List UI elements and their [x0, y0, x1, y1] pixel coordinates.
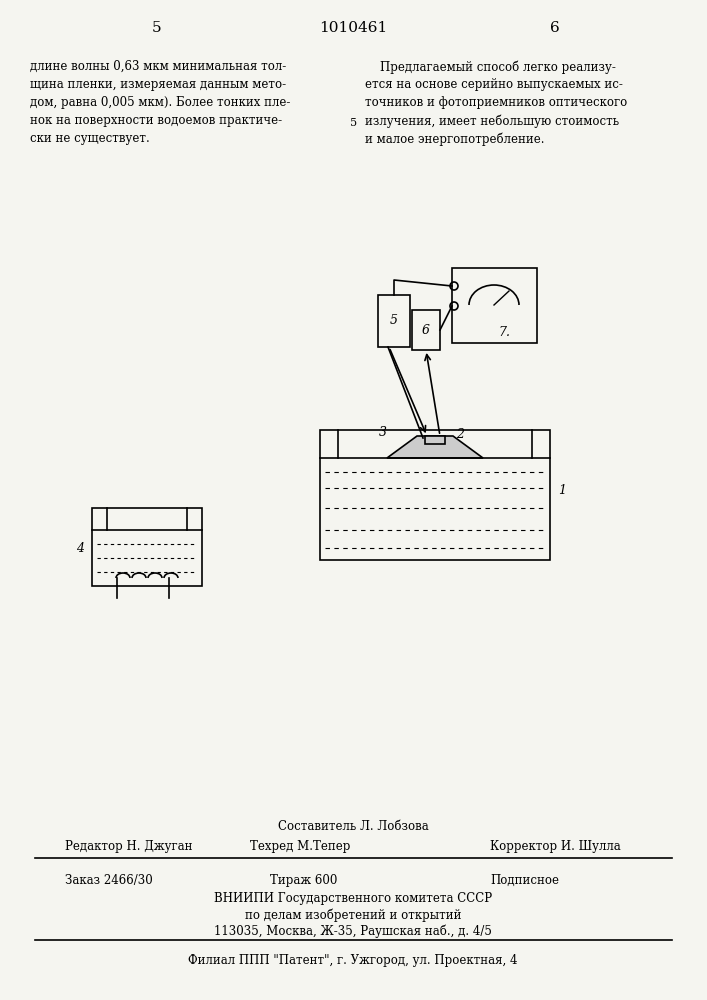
- Text: дом, равна 0,005 мкм). Более тонких пле-: дом, равна 0,005 мкм). Более тонких пле-: [30, 96, 291, 109]
- Text: 6: 6: [422, 324, 430, 336]
- Text: 2: 2: [456, 428, 464, 440]
- Bar: [92, 508, 202, 586]
- Text: точников и фотоприемников оптического: точников и фотоприемников оптического: [365, 96, 627, 109]
- Text: Корректор И. Шулла: Корректор И. Шулла: [490, 840, 621, 853]
- Text: по делам изобретений и открытий: по делам изобретений и открытий: [245, 908, 461, 922]
- Text: и малое энергопотребление.: и малое энергопотребление.: [365, 132, 544, 145]
- Text: нок на поверхности водоемов практиче-: нок на поверхности водоемов практиче-: [30, 114, 282, 127]
- Text: Предлагаемый способ легко реализу-: Предлагаемый способ легко реализу-: [365, 60, 616, 74]
- Text: 113035, Москва, Ж-35, Раушская наб., д. 4/5: 113035, Москва, Ж-35, Раушская наб., д. …: [214, 924, 492, 938]
- Text: 5: 5: [390, 314, 398, 328]
- Bar: [412, 310, 440, 350]
- Bar: [425, 436, 445, 444]
- Text: ется на основе серийно выпускаемых ис-: ется на основе серийно выпускаемых ис-: [365, 78, 623, 91]
- Text: длине волны 0,63 мкм минимальная тол-: длине волны 0,63 мкм минимальная тол-: [30, 60, 286, 73]
- Bar: [452, 268, 537, 343]
- Text: ски не существует.: ски не существует.: [30, 132, 150, 145]
- Text: Заказ 2466/30: Заказ 2466/30: [65, 874, 153, 887]
- Text: Редактор Н. Джуган: Редактор Н. Джуган: [65, 840, 192, 853]
- Text: 1010461: 1010461: [319, 21, 387, 35]
- Text: 1: 1: [558, 484, 566, 496]
- Text: излучения, имеет небольшую стоимость: излучения, имеет небольшую стоимость: [365, 114, 619, 127]
- Text: 7.: 7.: [498, 326, 510, 340]
- Text: 6: 6: [550, 21, 560, 35]
- Text: Подписное: Подписное: [490, 874, 559, 887]
- Text: 5: 5: [350, 118, 357, 128]
- Polygon shape: [387, 436, 483, 458]
- Text: 3: 3: [379, 426, 387, 438]
- Text: Тираж 600: Тираж 600: [270, 874, 337, 887]
- Text: Составитель Л. Лобзова: Составитель Л. Лобзова: [278, 820, 428, 833]
- Text: ВНИИПИ Государственного комитета СССР: ВНИИПИ Государственного комитета СССР: [214, 892, 492, 905]
- Text: Филиал ППП "Патент", г. Ужгород, ул. Проектная, 4: Филиал ППП "Патент", г. Ужгород, ул. Про…: [188, 954, 518, 967]
- Text: щина пленки, измеряемая данным мето-: щина пленки, измеряемая данным мето-: [30, 78, 286, 91]
- Bar: [378, 295, 410, 347]
- Text: 5: 5: [152, 21, 162, 35]
- Text: Техред М.Тепер: Техред М.Тепер: [250, 840, 351, 853]
- Text: 4: 4: [76, 542, 84, 554]
